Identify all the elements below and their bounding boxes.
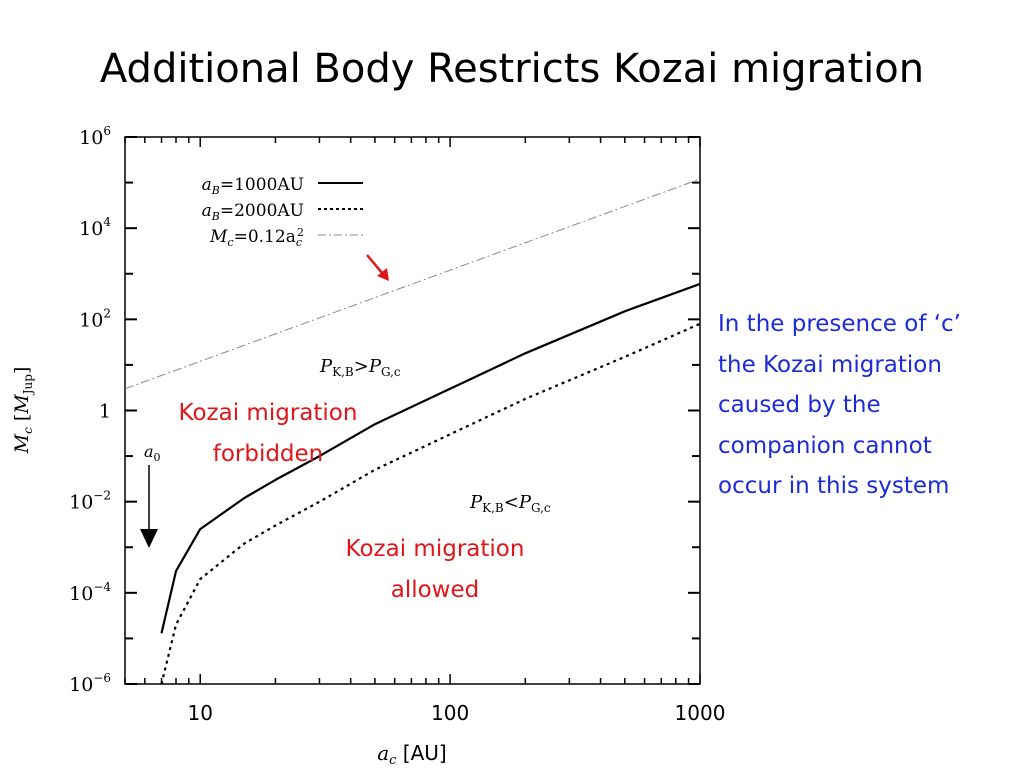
side-note: In the presence of ‘c’ the Kozai migrati…	[718, 304, 1018, 507]
series-layer	[125, 178, 700, 684]
y-tick-label: 10−4	[69, 580, 111, 605]
series-line-mass-relation	[125, 178, 700, 390]
a0-label: a0	[144, 442, 161, 464]
side-note-line: caused by the	[718, 392, 881, 418]
x-tick-label: 100	[431, 701, 469, 725]
allowed-label-line2: allowed	[391, 577, 480, 603]
side-note-line: the Kozai migration	[718, 351, 942, 378]
legend-entry-1000au: aB=1000AU	[202, 175, 304, 197]
series-line-2000au	[160, 322, 700, 684]
slide-title: Additional Body Restricts Kozai migratio…	[99, 46, 925, 92]
y-tick-label: 104	[79, 215, 111, 240]
axis-tick-labels: 10 100 1000 10−6 10−4 10−2 1 102 104 106	[69, 124, 725, 725]
x-tick-label: 1000	[675, 701, 726, 725]
legend: aB=1000AU aB=2000AU Mc=0.12ac2	[202, 175, 363, 249]
side-note-line: In the presence of ‘c’	[718, 311, 961, 337]
y-tick-label: 10−6	[69, 671, 111, 696]
a0-arrow	[140, 465, 158, 548]
x-axis-label: ac [AU]	[377, 741, 447, 768]
axis-ticks	[124, 136, 701, 685]
legend-entry-2000au: aB=2000AU	[202, 201, 304, 223]
forbidden-label-line1: Kozai migration	[179, 400, 358, 426]
side-note-line: occur in this system	[718, 473, 950, 499]
series-line-1000au	[160, 282, 700, 634]
legend-entry-mass-relation: Mc=0.12ac2	[209, 226, 304, 249]
side-note-line: companion cannot	[718, 432, 932, 459]
y-axis-label: Mc [MJup]	[11, 367, 35, 455]
y-tick-label: 1	[99, 401, 111, 423]
y-tick-label: 102	[79, 306, 111, 331]
region-label-lower: PK,B<PG,c	[469, 492, 551, 515]
y-tick-label: 10−2	[69, 489, 111, 514]
allowed-label-line1: Kozai migration	[346, 536, 525, 562]
region-label-upper: PK,B>PG,c	[319, 356, 401, 379]
y-tick-label: 106	[79, 124, 111, 149]
x-tick-label: 10	[187, 701, 212, 725]
red-arrow-annotation	[366, 254, 389, 281]
forbidden-label-line2: forbidden	[213, 441, 324, 467]
